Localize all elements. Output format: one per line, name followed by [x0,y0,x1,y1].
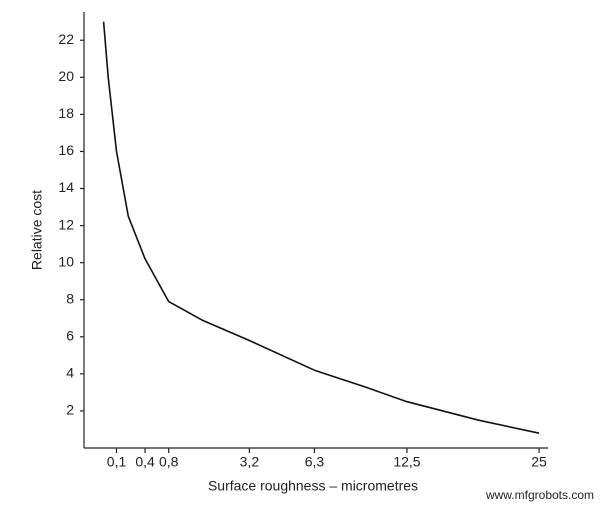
x-tick-label: 3,2 [240,454,260,470]
line [102,21,540,434]
y-tick-label: 8 [66,290,74,306]
x-tick-label: 12,5 [393,454,420,470]
x-tick-label: 0,4 [135,454,155,470]
y-tick-label: 12 [58,216,74,232]
x-axis-label: Surface roughness – micrometres [208,478,418,494]
x-tick-label: 0,8 [159,454,179,470]
y-tick-label: 20 [58,68,74,84]
y-tick-label: 4 [66,365,74,381]
y-tick-label: 22 [58,31,74,47]
watermark: www.mfgrobots.com [485,488,594,502]
x-tick-label: 0,1 [107,454,127,470]
x-tick-label: 6,3 [305,454,325,470]
y-tick-label: 18 [58,105,74,121]
y-tick-label: 14 [58,179,74,195]
x-tick-label: 25 [531,454,547,470]
y-tick-label: 16 [58,142,74,158]
y-tick-label: 10 [58,253,74,269]
y-axis-label: Relative cost [29,190,45,270]
y-tick-label: 2 [66,402,74,418]
y-tick-label: 6 [66,327,74,343]
